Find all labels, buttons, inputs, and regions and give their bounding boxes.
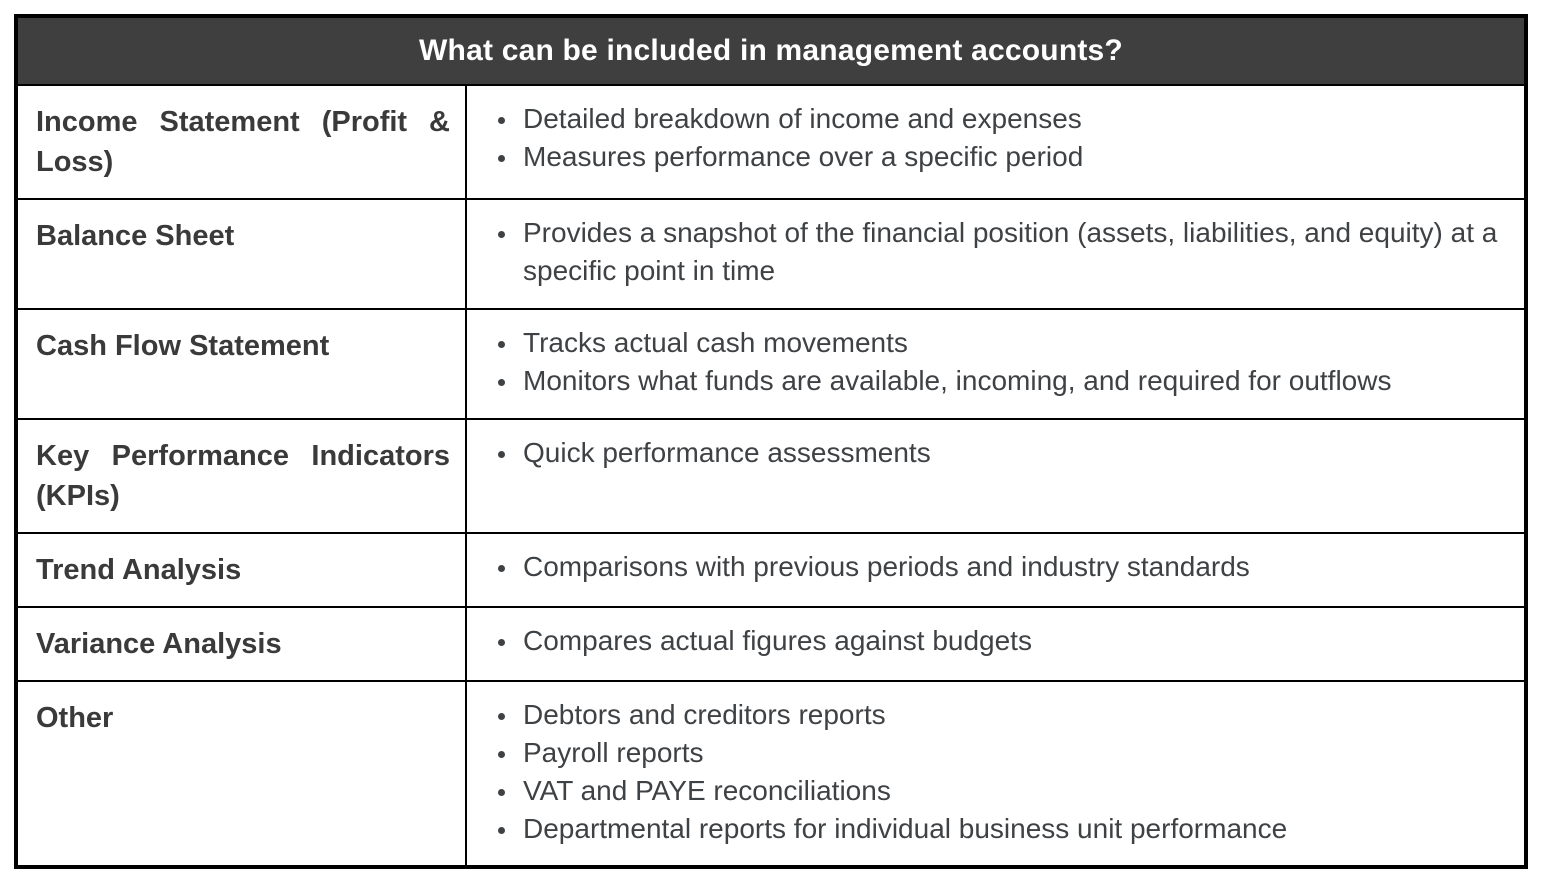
bullet-list: Detailed breakdown of income and expense…: [467, 100, 1504, 176]
bullet-item: Detailed breakdown of income and expense…: [519, 100, 1504, 138]
row-term: Key Performance Indicators (KPIs): [15, 418, 467, 534]
management-accounts-table: What can be included in management accou…: [14, 14, 1529, 869]
row-term: Income Statement (Profit & Loss): [15, 84, 467, 200]
row-description: Compares actual figures against budgets: [464, 606, 1528, 682]
row-description: Detailed breakdown of income and expense…: [464, 84, 1528, 200]
bullet-list: Compares actual figures against budgets: [467, 622, 1504, 660]
bullet-list: Quick performance assessments: [467, 434, 1504, 472]
table-row-income-statement: Income Statement (Profit & Loss) Detaile…: [15, 84, 1528, 200]
table-row-cash-flow: Cash Flow Statement Tracks actual cash m…: [15, 308, 1528, 420]
bullet-list: Provides a snapshot of the financial pos…: [467, 214, 1504, 290]
row-description: Provides a snapshot of the financial pos…: [464, 198, 1528, 310]
bullet-item: Tracks actual cash movements: [519, 324, 1504, 362]
table-row-kpis: Key Performance Indicators (KPIs) Quick …: [15, 418, 1528, 534]
table-row-variance-analysis: Variance Analysis Compares actual figure…: [15, 606, 1528, 682]
table-row-other: Other Debtors and creditors reports Payr…: [15, 680, 1528, 868]
bullet-item: Measures performance over a specific per…: [519, 138, 1504, 176]
bullet-item: Debtors and creditors reports: [519, 696, 1504, 734]
bullet-item: Quick performance assessments: [519, 434, 1504, 472]
row-term: Other: [15, 680, 467, 868]
row-description: Tracks actual cash movements Monitors wh…: [464, 308, 1528, 420]
row-description: Quick performance assessments: [464, 418, 1528, 534]
table-row-balance-sheet: Balance Sheet Provides a snapshot of the…: [15, 198, 1528, 310]
bullet-item: Provides a snapshot of the financial pos…: [519, 214, 1504, 290]
table-row-trend-analysis: Trend Analysis Comparisons with previous…: [15, 532, 1528, 608]
bullet-list: Debtors and creditors reports Payroll re…: [467, 696, 1504, 848]
bullet-item: Compares actual figures against budgets: [519, 622, 1504, 660]
row-description: Comparisons with previous periods and in…: [464, 532, 1528, 608]
bullet-list: Comparisons with previous periods and in…: [467, 548, 1504, 586]
bullet-item: Comparisons with previous periods and in…: [519, 548, 1504, 586]
bullet-item: Payroll reports: [519, 734, 1504, 772]
row-term: Balance Sheet: [15, 198, 467, 310]
row-term: Variance Analysis: [15, 606, 467, 682]
table-header-row: What can be included in management accou…: [14, 15, 1528, 86]
table-title: What can be included in management accou…: [14, 15, 1528, 86]
bullet-item: Departmental reports for individual busi…: [519, 810, 1504, 848]
bullet-item: VAT and PAYE reconciliations: [519, 772, 1504, 810]
row-term: Trend Analysis: [15, 532, 467, 608]
bullet-list: Tracks actual cash movements Monitors wh…: [467, 324, 1504, 400]
bullet-item: Monitors what funds are available, incom…: [519, 362, 1504, 400]
row-term: Cash Flow Statement: [15, 308, 467, 420]
row-description: Debtors and creditors reports Payroll re…: [464, 680, 1528, 868]
